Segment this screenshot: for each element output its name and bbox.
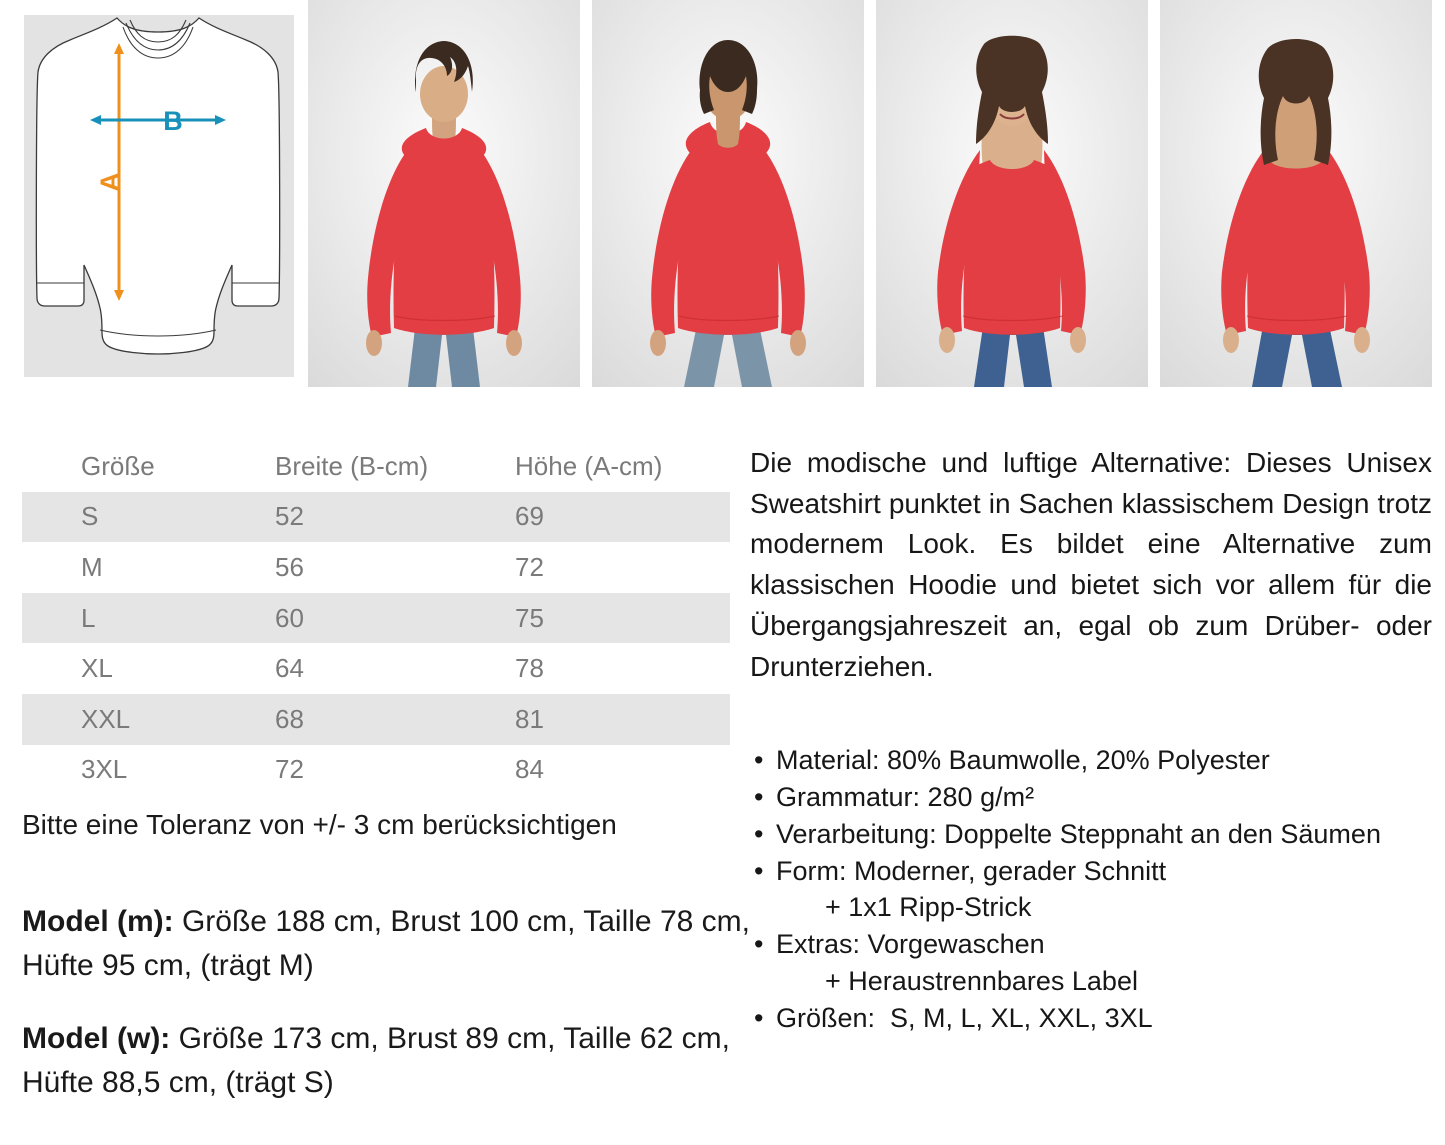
- svg-text:B: B: [163, 106, 183, 136]
- svg-text:A: A: [95, 172, 125, 192]
